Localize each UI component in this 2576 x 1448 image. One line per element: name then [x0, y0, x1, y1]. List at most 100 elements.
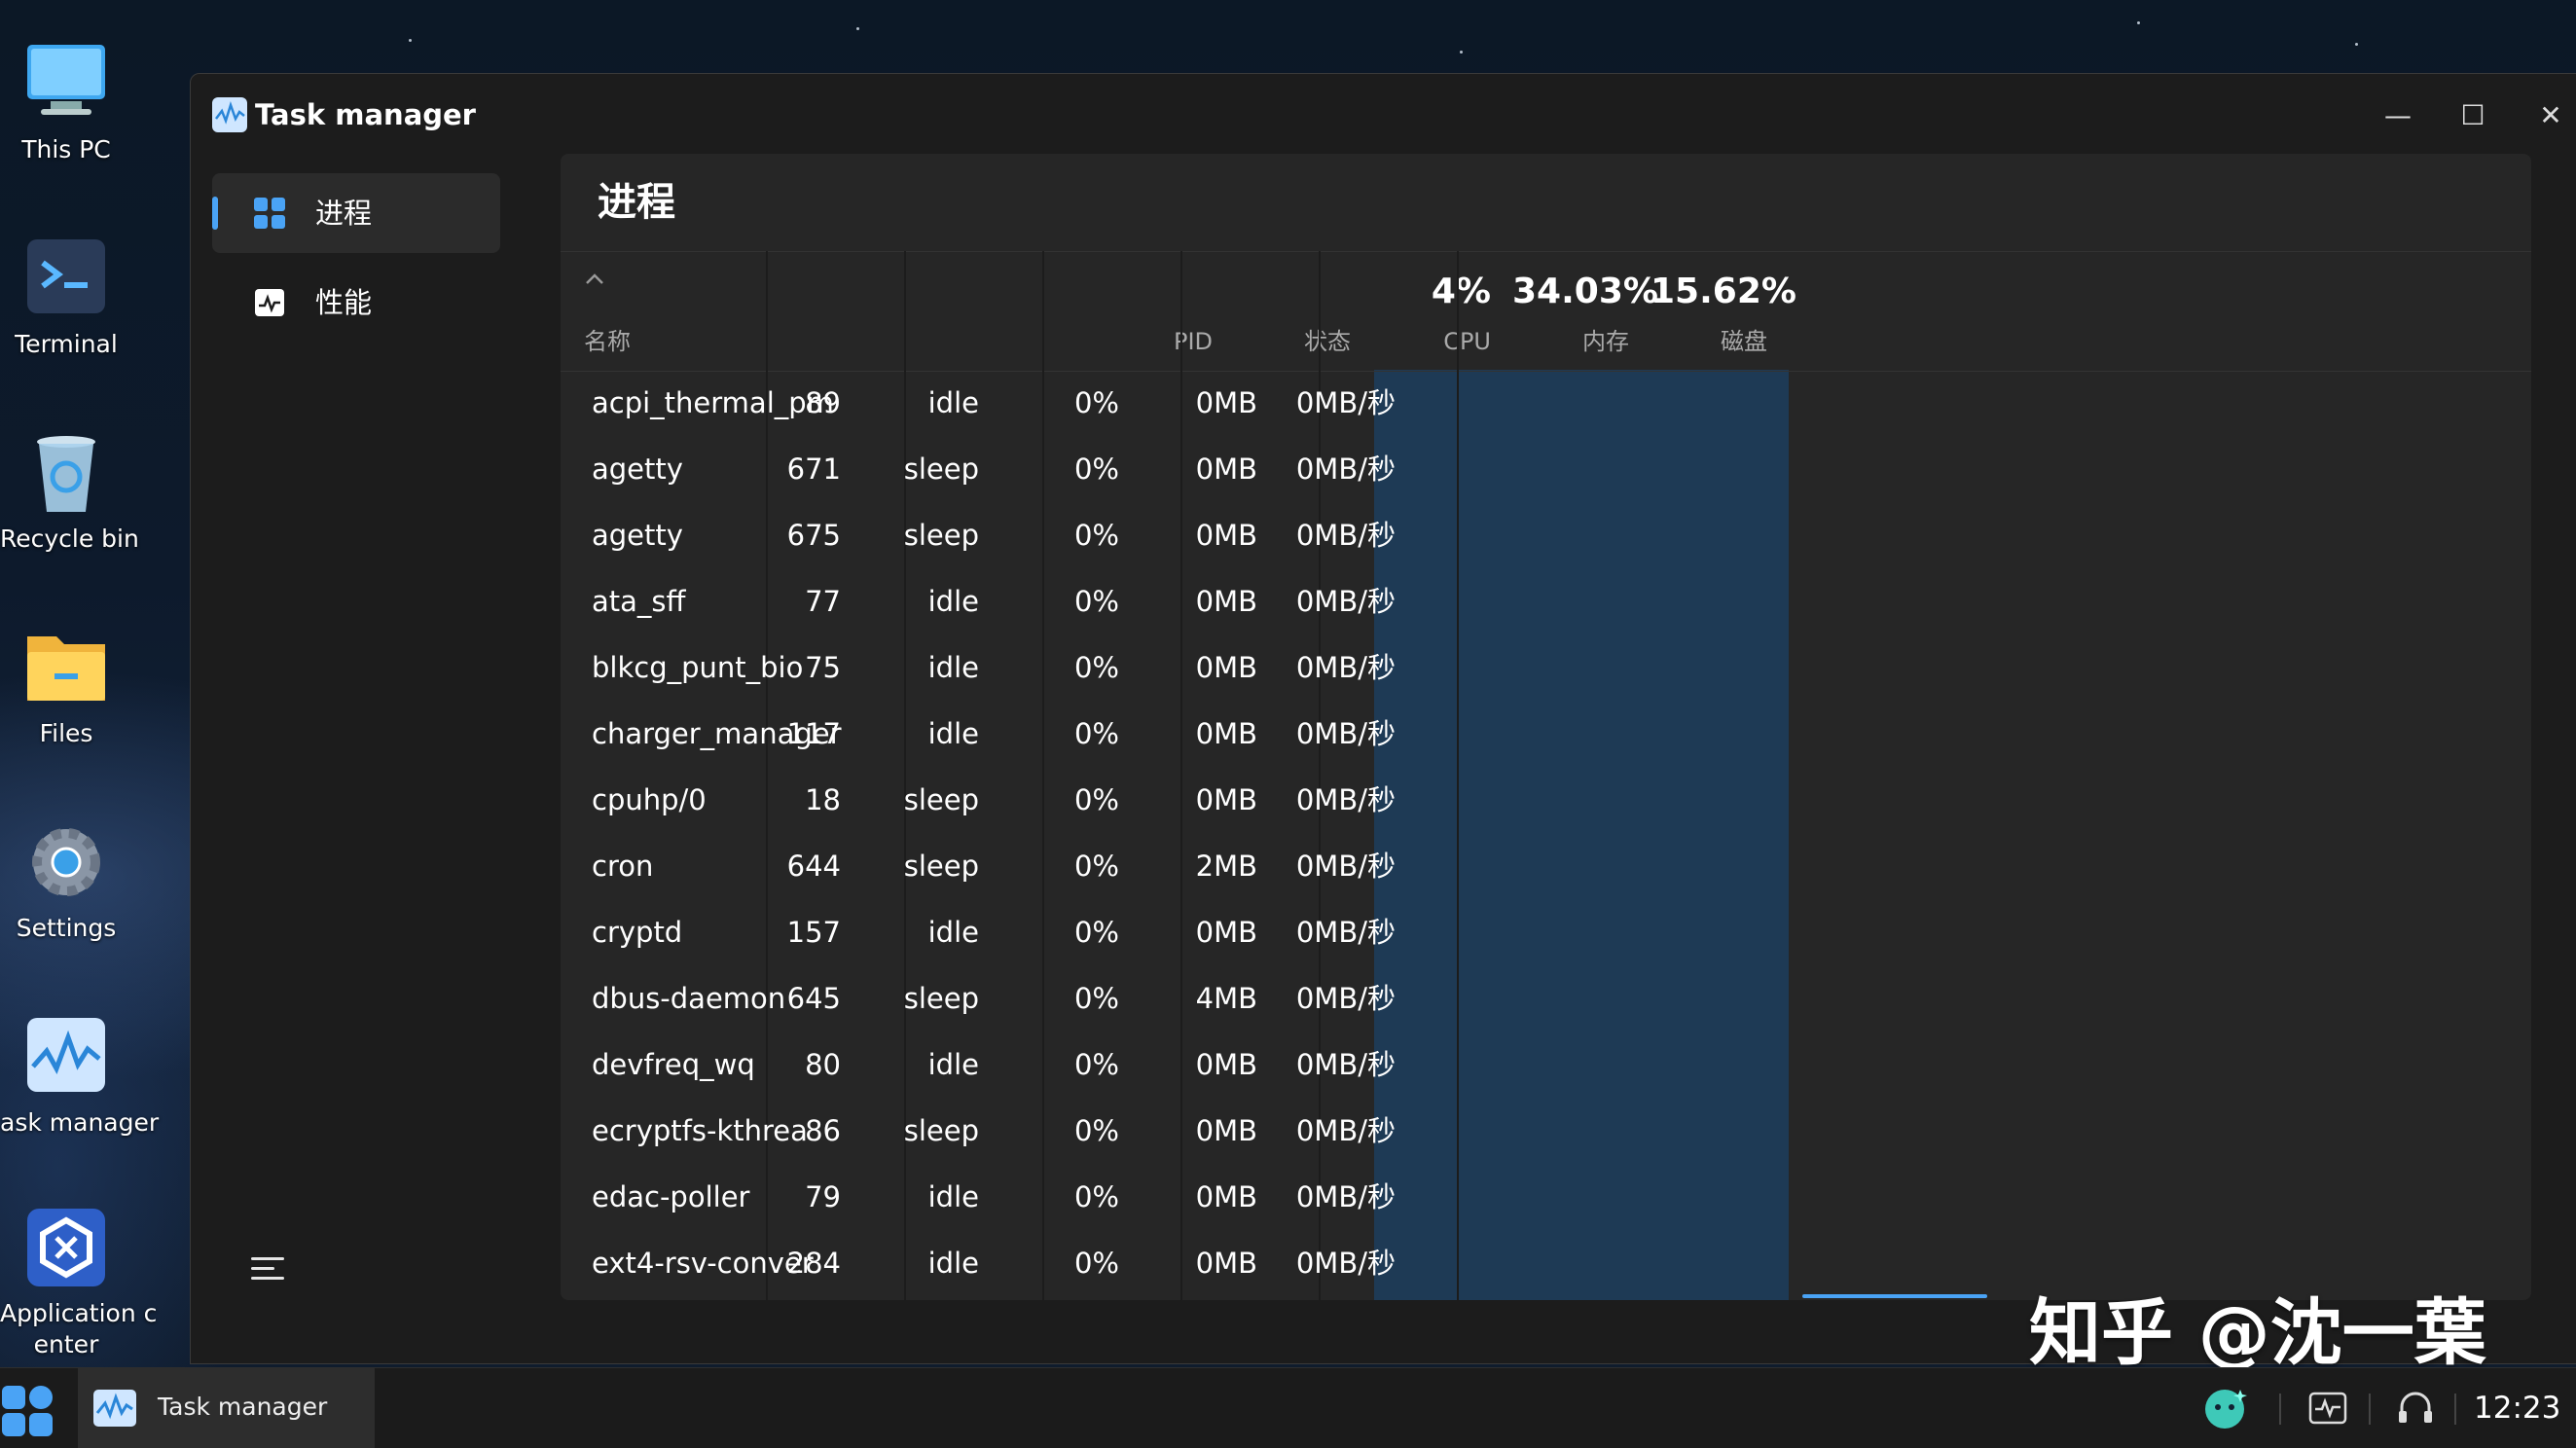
process-disk: 0MB/秒 — [1295, 850, 1396, 883]
process-name: cron — [592, 850, 654, 883]
table-row[interactable]: ata_sff 77 idle 0% 0MB 0MB/秒 — [561, 568, 2531, 634]
process-name: edac-poller — [592, 1180, 750, 1213]
clock[interactable]: 12:23 — [2474, 1391, 2561, 1426]
process-cpu: 0% — [1073, 452, 1119, 486]
table-row[interactable]: edac-poller 79 idle 0% 0MB 0MB/秒 — [561, 1164, 2531, 1230]
activity-monitor-icon[interactable] — [2306, 1386, 2349, 1430]
desktop-icon-this-pc[interactable]: This PC — [0, 39, 132, 165]
taskbar-app-task-manager[interactable]: Task manager — [78, 1368, 375, 1448]
process-status: sleep — [903, 982, 979, 1015]
process-memory: 0MB — [1195, 651, 1257, 684]
process-name: agetty — [592, 452, 683, 486]
column-header-name[interactable]: 名称 — [584, 328, 631, 355]
wallpaper-star — [856, 27, 859, 30]
desktop-icon-settings[interactable]: Settings — [0, 817, 132, 944]
table-row[interactable]: blkcg_punt_bio 75 idle 0% 0MB 0MB/秒 — [561, 634, 2531, 701]
task-manager-icon — [21, 1012, 111, 1102]
terminal-icon — [21, 234, 111, 323]
column-divider — [1180, 251, 1182, 1300]
table-row[interactable]: cpuhp/0 18 sleep 0% 0MB 0MB/秒 — [561, 767, 2531, 833]
process-cpu: 0% — [1073, 717, 1119, 750]
column-header-cpu[interactable]: CPU — [1443, 328, 1491, 355]
process-memory: 0MB — [1195, 1180, 1257, 1213]
taskbar: Task manager 12:23 — [0, 1367, 2576, 1448]
desktop-icon-task-manager[interactable]: ask manager — [0, 1012, 160, 1139]
process-cpu: 0% — [1073, 916, 1119, 949]
title-bar[interactable]: Task manager — ☐ ✕ — [191, 74, 2576, 158]
desktop-icon-terminal[interactable]: Terminal — [0, 234, 132, 360]
column-header-pid[interactable]: PID — [1173, 328, 1213, 355]
process-name: ext4-rsv-conver — [592, 1247, 814, 1280]
process-disk: 0MB/秒 — [1295, 1247, 1396, 1280]
process-pid: 89 — [805, 386, 841, 419]
process-name: agetty — [592, 519, 683, 552]
process-pid: 80 — [805, 1048, 841, 1081]
sidebar-item-performance[interactable]: 性能 — [212, 263, 500, 343]
table-row[interactable]: cron 644 sleep 0% 2MB 0MB/秒 — [561, 833, 2531, 899]
folder-icon — [21, 623, 111, 712]
process-name: charger_manager — [592, 717, 842, 750]
process-pid: 77 — [805, 585, 841, 618]
desktop-icon-label: This PC — [21, 135, 111, 163]
process-name: acpi_thermal_pm — [592, 386, 834, 419]
watermark: 知乎 @沈一葉 — [2029, 1291, 2486, 1375]
column-header-disk[interactable]: 磁盘 — [1721, 328, 1767, 355]
process-cpu: 0% — [1073, 585, 1119, 618]
desktop-icon-files[interactable]: Files — [0, 623, 132, 749]
column-header-memory[interactable]: 内存 — [1582, 328, 1629, 355]
process-status: sleep — [903, 850, 979, 883]
start-button[interactable] — [0, 1384, 56, 1440]
process-cpu: 0% — [1073, 651, 1119, 684]
wallpaper-star — [409, 39, 412, 42]
table-row[interactable]: ext4-rsv-conver 284 idle 0% 0MB 0MB/秒 — [561, 1230, 2531, 1296]
process-status: idle — [927, 916, 979, 949]
desktop-icon-recycle-bin[interactable]: Recycle bin — [0, 428, 139, 555]
process-memory: 0MB — [1195, 783, 1257, 816]
grid-icon — [253, 197, 286, 230]
process-disk: 0MB/秒 — [1295, 982, 1396, 1015]
process-memory: 0MB — [1195, 717, 1257, 750]
tray-divider — [2369, 1394, 2371, 1425]
headphones-icon[interactable] — [2394, 1386, 2437, 1430]
menu-icon[interactable] — [251, 1257, 284, 1286]
maximize-button[interactable]: ☐ — [2460, 99, 2485, 131]
column-divider — [904, 251, 906, 1300]
sidebar-item-processes[interactable]: 进程 — [212, 173, 500, 253]
process-name: devfreq_wq — [592, 1048, 755, 1081]
table-row[interactable]: acpi_thermal_pm 89 idle 0% 0MB 0MB/秒 — [561, 370, 2531, 436]
process-disk: 0MB/秒 — [1295, 1180, 1396, 1213]
table-row[interactable]: agetty 671 sleep 0% 0MB 0MB/秒 — [561, 436, 2531, 502]
process-disk: 0MB/秒 — [1295, 452, 1396, 486]
tray-divider — [2454, 1394, 2456, 1425]
active-indicator — [212, 197, 218, 230]
process-name: ecryptfs-kthrea — [592, 1114, 808, 1147]
process-status: sleep — [903, 452, 979, 486]
close-button[interactable]: ✕ — [2539, 99, 2562, 131]
page-title: 进程 — [598, 180, 675, 225]
table-row[interactable]: charger_manager 117 idle 0% 0MB 0MB/秒 — [561, 701, 2531, 767]
column-divider — [1042, 251, 1044, 1300]
tray-divider — [2279, 1394, 2281, 1425]
app-center-icon — [21, 1203, 111, 1292]
process-pid: 675 — [786, 519, 841, 552]
process-pid: 671 — [786, 452, 841, 486]
table-row[interactable]: cryptd 157 idle 0% 0MB 0MB/秒 — [561, 899, 2531, 965]
disk-total: 15.62% — [1651, 272, 1796, 311]
table-row[interactable]: devfreq_wq 80 idle 0% 0MB 0MB/秒 — [561, 1032, 2531, 1098]
desktop-icon-application-center[interactable]: Application c enter — [0, 1203, 157, 1360]
minimize-button[interactable]: — — [2384, 99, 2412, 131]
assistant-icon[interactable] — [2201, 1386, 2250, 1430]
activity-icon — [253, 286, 286, 319]
desktop-icon-label: Application c enter — [0, 1299, 157, 1358]
table-row[interactable]: ecryptfs-kthrea 86 sleep 0% 0MB 0MB/秒 — [561, 1098, 2531, 1164]
process-status: idle — [927, 386, 979, 419]
process-memory: 0MB — [1195, 386, 1257, 419]
chevron-up-icon[interactable] — [582, 267, 607, 292]
task-manager-icon — [93, 1390, 136, 1427]
table-header — [561, 251, 2531, 372]
table-row[interactable]: agetty 675 sleep 0% 0MB 0MB/秒 — [561, 502, 2531, 568]
desktop-icon-label: ask manager — [0, 1108, 160, 1137]
table-row[interactable]: dbus-daemon 645 sleep 0% 4MB 0MB/秒 — [561, 965, 2531, 1032]
desktop-icon-label: Settings — [16, 914, 117, 942]
column-header-status[interactable]: 状态 — [1304, 328, 1351, 355]
